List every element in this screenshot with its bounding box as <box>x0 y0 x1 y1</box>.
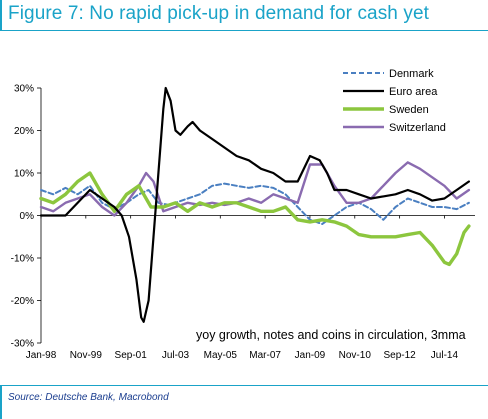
x-tick-label: Jul-03 <box>162 350 190 361</box>
y-tick-label: 20% <box>14 126 34 137</box>
series-line-switzerland <box>39 161 471 217</box>
x-tick-label: Sep-01 <box>115 350 148 361</box>
x-tick-label: May-05 <box>204 350 238 361</box>
legend-label: Euro area <box>389 86 438 98</box>
y-axis-ticks: 30% 20% 10% 0% -10% -20% -30% <box>11 84 41 350</box>
x-tick-label: Sep-12 <box>383 350 416 361</box>
y-tick-label: -20% <box>11 296 34 307</box>
source-bar: Source: Deutsche Bank, Macrobond <box>0 385 488 419</box>
x-tick-label: Mar-07 <box>249 350 281 361</box>
y-tick-label: -10% <box>11 254 34 265</box>
series-line-denmark <box>40 182 470 225</box>
series-lines <box>39 86 471 323</box>
legend-label: Sweden <box>389 104 429 116</box>
y-tick-label: 0% <box>20 211 35 222</box>
source-note: Source: Deutsche Bank, Macrobond <box>8 392 169 403</box>
x-axis-ticks: Jan-98 Nov-99 Sep-01 Jul-03 May-05 Mar-07 Jan-… <box>26 215 459 361</box>
x-tick-label: Jan-98 <box>26 350 57 361</box>
series-line-euro-area <box>39 86 470 323</box>
legend-label: Denmark <box>389 68 434 80</box>
x-tick-label: Jul-14 <box>431 350 459 361</box>
x-tick-label: Nov-10 <box>339 350 372 361</box>
line-chart: 30% 20% 10% 0% -10% -20% -30% Jan-98 Nov-99 Sep-… <box>11 68 475 361</box>
chart-legend: Denmark Euro area Sweden Switzerland <box>343 68 446 134</box>
legend-label: Switzerland <box>389 122 446 134</box>
x-tick-label: Nov-99 <box>70 350 103 361</box>
chart-annotation: yoy growth, notes and coins in circulati… <box>196 328 466 342</box>
y-tick-label: -30% <box>11 339 34 350</box>
figure-title: Figure 7: No rapid pick-up in demand for… <box>8 3 429 24</box>
y-tick-label: 10% <box>14 169 34 180</box>
y-tick-label: 30% <box>14 84 34 95</box>
title-bar: Figure 7: No rapid pick-up in demand for… <box>0 0 488 31</box>
x-tick-label: Jan-09 <box>295 350 326 361</box>
